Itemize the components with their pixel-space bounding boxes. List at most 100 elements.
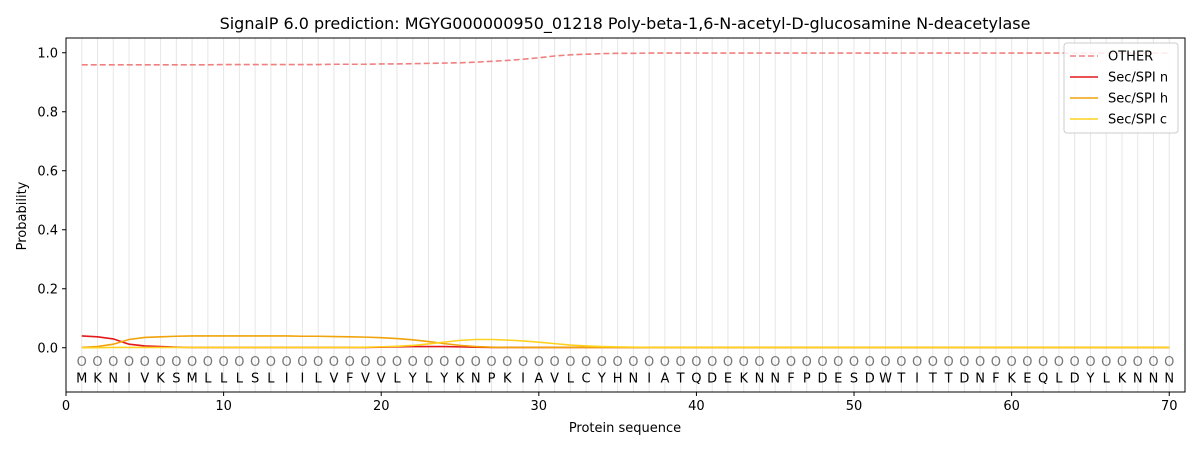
state-label: O (597, 355, 607, 370)
plot-frame (65, 37, 1186, 393)
x-tick-label: 30 (531, 399, 548, 414)
sequence-residue: Q (691, 371, 701, 386)
state-label: O (1101, 355, 1111, 370)
sequence-residue: I (285, 371, 289, 386)
state-label: O (613, 355, 623, 370)
state-label: O (392, 355, 402, 370)
sequence-residue: L (315, 371, 323, 386)
sequence-residue: S (172, 371, 180, 386)
state-label: O (266, 355, 276, 370)
y-tick-label: 0.0 (37, 341, 58, 356)
state-label: O (628, 355, 638, 370)
state-label: O (218, 355, 228, 370)
state-label: O (912, 355, 922, 370)
legend-box (1063, 42, 1179, 134)
state-label: O (297, 355, 307, 370)
state-label: O (975, 355, 985, 370)
state-label: O (1022, 355, 1032, 370)
state-label: O (518, 355, 528, 370)
sequence-residue: N (975, 371, 985, 386)
state-label: O (1148, 355, 1158, 370)
state-label: O (155, 355, 165, 370)
sequence-residue: K (1118, 371, 1127, 386)
sequence-residue: L (236, 371, 244, 386)
series-line-sec-spi-c (81, 338, 1170, 349)
axes-layer: 0 10 20 30 40 50 60 70 0.0 0.2 0.4 0.6 0.8 1.0 (37, 46, 1177, 414)
legend-label: OTHER (1108, 50, 1153, 65)
sequence-residue: A (534, 371, 543, 386)
sequence-residue: L (267, 371, 275, 386)
sequence-residue: F (346, 371, 353, 386)
legend-label: Sec/SPI h (1108, 92, 1168, 107)
state-label: O (865, 355, 875, 370)
sequence-residue: E (1023, 371, 1031, 386)
sequence-residue: N (471, 371, 481, 386)
sequence-residue: K (1007, 371, 1016, 386)
state-label: O (660, 355, 670, 370)
y-tick-label: 0.6 (37, 164, 58, 179)
state-label: O (1054, 355, 1064, 370)
state-label: O (140, 355, 150, 370)
grid-layer (81, 38, 1170, 392)
sequence-residue: L (1103, 371, 1111, 386)
x-tick-label: 0 (62, 399, 70, 414)
state-label: O (471, 355, 481, 370)
state-label: O (691, 355, 701, 370)
sequence-residue: K (93, 371, 102, 386)
sequence-residue: K (503, 371, 512, 386)
sequence-residue: F (787, 371, 794, 386)
state-label: O (502, 355, 512, 370)
state-label: O (754, 355, 764, 370)
x-tick-label: 70 (1161, 399, 1178, 414)
sequence-residue: M (76, 371, 87, 386)
state-label: O (77, 355, 87, 370)
x-tick-label: 20 (373, 399, 390, 414)
state-label: O (849, 355, 859, 370)
sequence-residue: Q (1038, 371, 1048, 386)
y-tick-label: 0.4 (37, 223, 58, 238)
sequence-residue: L (1055, 371, 1063, 386)
sequence-residue: D (707, 371, 717, 386)
sequence-residue: N (1149, 371, 1159, 386)
state-label: O (408, 355, 418, 370)
sequence-residue: V (377, 371, 386, 386)
sequence-residue: T (676, 371, 685, 386)
state-label: O (108, 355, 118, 370)
x-tick-label: 40 (688, 399, 705, 414)
sequence-residue: P (488, 371, 496, 386)
sequence-residue: M (186, 371, 197, 386)
sequence-residue: D (1070, 371, 1080, 386)
state-label: O (1007, 355, 1017, 370)
sequence-residue: P (803, 371, 811, 386)
sequence-residue: I (300, 371, 304, 386)
state-label: O (707, 355, 717, 370)
state-label: O (928, 355, 938, 370)
sequence-residue: I (127, 371, 131, 386)
sequence-residue: Y (597, 371, 606, 386)
sequence-residue: L (425, 371, 433, 386)
state-label: O (991, 355, 1001, 370)
y-axis-label: Probability (15, 181, 30, 250)
x-tick-label: 10 (215, 399, 232, 414)
sequence-residue: E (724, 371, 732, 386)
sequence-residue: L (393, 371, 401, 386)
state-label: O (880, 355, 890, 370)
sequence-residue: L (220, 371, 228, 386)
sequence-residue: N (755, 371, 765, 386)
state-label: O (676, 355, 686, 370)
state-label: O (644, 355, 654, 370)
sequence-residue: T (928, 371, 937, 386)
state-label: O (455, 355, 465, 370)
y-tick-label: 0.8 (37, 105, 58, 120)
state-label: O (234, 355, 244, 370)
state-label: O (92, 355, 102, 370)
state-label: O (549, 355, 559, 370)
sequence-residue: K (456, 371, 465, 386)
sequence-residue: K (156, 371, 165, 386)
state-label: O (943, 355, 953, 370)
state-label: O (739, 355, 749, 370)
sequence-residue: V (361, 371, 370, 386)
sequence-residue: N (108, 371, 118, 386)
